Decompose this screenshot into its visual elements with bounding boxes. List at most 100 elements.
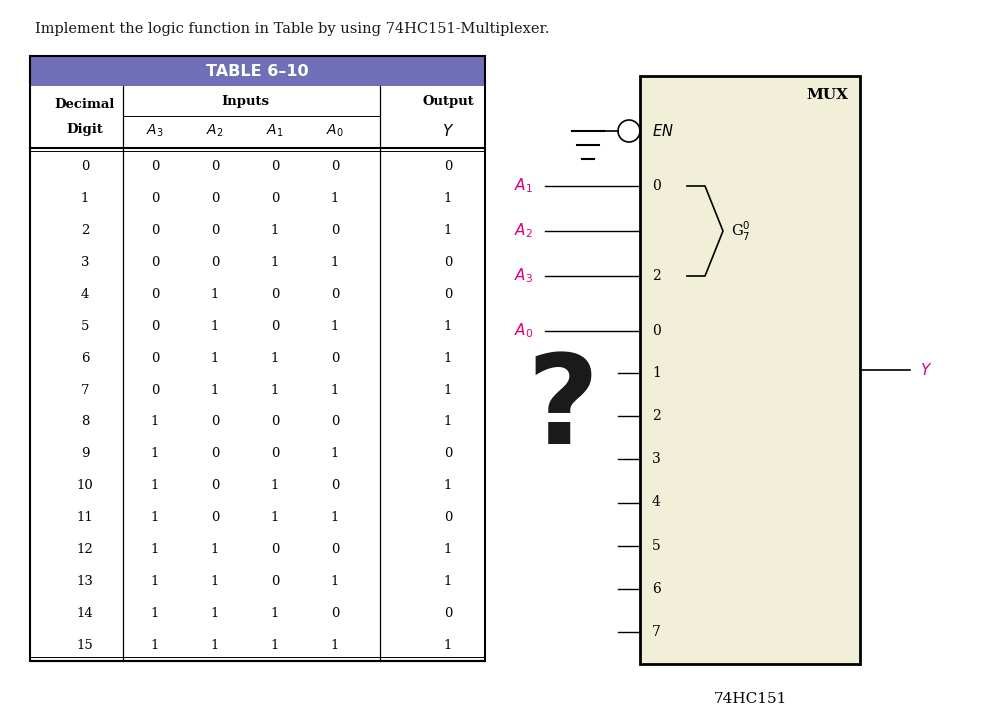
Text: 1: 1	[444, 479, 452, 492]
Text: 3: 3	[80, 256, 89, 269]
Text: $A_0$: $A_0$	[326, 123, 344, 139]
Text: 1: 1	[151, 448, 160, 460]
Text: 0: 0	[151, 160, 160, 174]
Text: TABLE 6–10: TABLE 6–10	[206, 64, 309, 78]
Text: 0: 0	[331, 288, 339, 301]
Text: 9: 9	[80, 448, 89, 460]
Text: 0: 0	[151, 383, 160, 397]
Text: 0: 0	[211, 448, 219, 460]
Text: 6: 6	[652, 582, 661, 596]
Text: 4: 4	[652, 496, 661, 510]
Text: 7: 7	[80, 383, 89, 397]
Text: 1: 1	[444, 225, 452, 237]
Text: 0: 0	[444, 448, 452, 460]
Text: 1: 1	[331, 320, 339, 333]
Text: 1: 1	[652, 366, 661, 380]
Text: $Y$: $Y$	[920, 362, 933, 378]
Text: 5: 5	[81, 320, 89, 333]
Text: $Y$: $Y$	[442, 123, 454, 139]
Text: 0: 0	[271, 415, 279, 429]
Text: 0: 0	[211, 160, 219, 174]
Text: 1: 1	[271, 638, 279, 652]
Text: 0: 0	[331, 415, 339, 429]
Text: 1: 1	[81, 192, 89, 205]
Text: 0: 0	[151, 288, 160, 301]
Text: 1: 1	[331, 575, 339, 588]
Text: 1: 1	[271, 511, 279, 524]
Text: 1: 1	[331, 383, 339, 397]
Text: 8: 8	[81, 415, 89, 429]
Text: G$^0_7$: G$^0_7$	[731, 220, 750, 243]
Text: $A_1$: $A_1$	[514, 176, 533, 196]
Text: ?: ?	[526, 349, 599, 470]
Text: 0: 0	[151, 320, 160, 333]
Text: 1: 1	[151, 479, 160, 492]
Text: 1: 1	[444, 575, 452, 588]
Text: MUX: MUX	[806, 88, 848, 102]
Text: 0: 0	[211, 225, 219, 237]
Text: 1: 1	[444, 638, 452, 652]
Text: 12: 12	[76, 543, 93, 556]
Text: 1: 1	[151, 638, 160, 652]
Text: 10: 10	[76, 479, 93, 492]
Text: 6: 6	[80, 352, 89, 365]
Text: 0: 0	[652, 179, 661, 193]
Text: 0: 0	[652, 324, 661, 338]
Text: 0: 0	[151, 352, 160, 365]
Text: 1: 1	[271, 256, 279, 269]
Text: 0: 0	[271, 448, 279, 460]
Text: 1: 1	[331, 448, 339, 460]
Text: 0: 0	[444, 288, 452, 301]
Text: 0: 0	[271, 543, 279, 556]
Text: 0: 0	[444, 511, 452, 524]
Text: $EN$: $EN$	[652, 123, 674, 139]
Text: 1: 1	[271, 479, 279, 492]
Text: 1: 1	[211, 575, 219, 588]
Text: $A_3$: $A_3$	[147, 123, 164, 139]
Text: Implement the logic function in Table by using 74HC151-Multiplexer.: Implement the logic function in Table by…	[35, 22, 549, 36]
Text: 1: 1	[444, 352, 452, 365]
Text: 0: 0	[151, 256, 160, 269]
Text: 2: 2	[652, 269, 661, 283]
Text: 0: 0	[331, 543, 339, 556]
Text: 1: 1	[151, 543, 160, 556]
Text: 1: 1	[271, 352, 279, 365]
Text: 3: 3	[652, 453, 661, 467]
Text: 0: 0	[271, 160, 279, 174]
Text: 0: 0	[211, 256, 219, 269]
Text: 15: 15	[76, 638, 93, 652]
Text: 1: 1	[271, 606, 279, 620]
Text: 0: 0	[211, 415, 219, 429]
Text: 0: 0	[211, 511, 219, 524]
Text: 0: 0	[444, 606, 452, 620]
Text: 0: 0	[211, 479, 219, 492]
Text: 0: 0	[81, 160, 89, 174]
Text: 0: 0	[151, 192, 160, 205]
Text: 2: 2	[81, 225, 89, 237]
Text: 1: 1	[444, 415, 452, 429]
Text: 1: 1	[211, 352, 219, 365]
Text: 14: 14	[76, 606, 93, 620]
Text: 1: 1	[211, 383, 219, 397]
Text: 1: 1	[211, 543, 219, 556]
Text: 0: 0	[331, 606, 339, 620]
Text: 1: 1	[444, 383, 452, 397]
Text: $A_2$: $A_2$	[514, 222, 533, 240]
Text: 2: 2	[652, 409, 661, 423]
Text: 1: 1	[444, 192, 452, 205]
Text: 0: 0	[271, 288, 279, 301]
Text: 11: 11	[76, 511, 93, 524]
FancyBboxPatch shape	[640, 76, 860, 664]
Text: 1: 1	[331, 192, 339, 205]
Text: 1: 1	[331, 511, 339, 524]
Text: Inputs: Inputs	[221, 95, 269, 107]
Text: 5: 5	[652, 539, 661, 553]
Text: 1: 1	[151, 606, 160, 620]
Text: $A_0$: $A_0$	[513, 322, 533, 340]
Text: 0: 0	[331, 479, 339, 492]
Text: Output: Output	[422, 95, 474, 107]
Text: 0: 0	[444, 160, 452, 174]
Text: $A_1$: $A_1$	[267, 123, 283, 139]
Text: 1: 1	[331, 638, 339, 652]
Text: Digit: Digit	[66, 123, 103, 136]
